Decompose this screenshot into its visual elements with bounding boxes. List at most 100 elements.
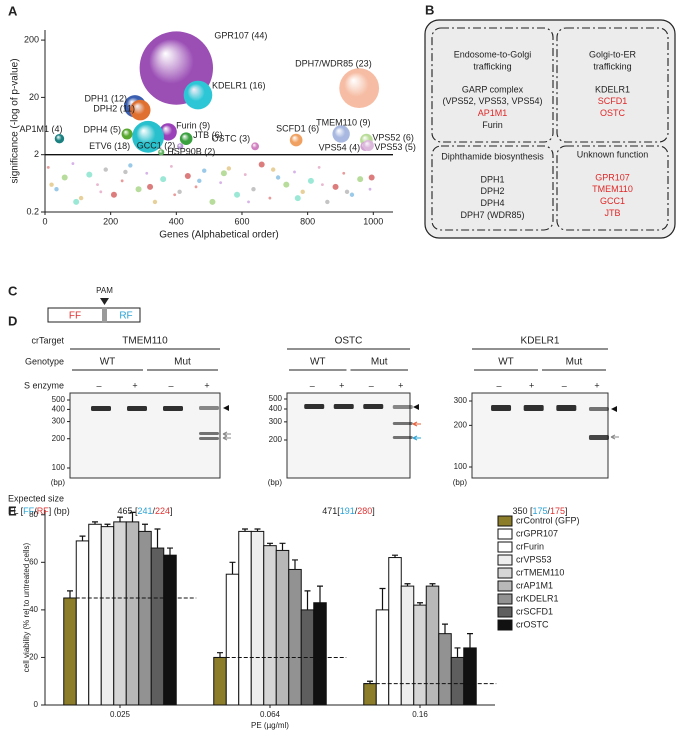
bar bbox=[288, 568, 302, 706]
target-label: OSTC bbox=[335, 336, 363, 347]
bar bbox=[238, 530, 252, 706]
gene-name: JTB bbox=[604, 208, 620, 218]
background-point bbox=[152, 199, 158, 205]
error-bar bbox=[392, 554, 398, 558]
size-part: / bbox=[355, 506, 358, 516]
bubble-label: VPS53 (5) bbox=[374, 142, 416, 152]
panel-label: A bbox=[8, 3, 18, 18]
construct-box bbox=[47, 307, 141, 323]
unit-label: (bp) bbox=[51, 478, 66, 487]
background-point bbox=[349, 192, 355, 197]
band-marker bbox=[611, 406, 617, 412]
cut-arrow bbox=[610, 434, 619, 440]
x-tick-label: 0.16 bbox=[412, 710, 428, 719]
error-bar bbox=[79, 535, 86, 541]
ladder-label: 400 bbox=[52, 405, 66, 414]
bar bbox=[138, 530, 152, 706]
background-point bbox=[110, 191, 117, 198]
legend-label: crControl (GFP) bbox=[516, 515, 580, 525]
gene-name: DPH7 (WDR85) bbox=[460, 210, 524, 220]
y-axis-label: significance (-log of p-value) bbox=[10, 58, 21, 183]
box-title: Diphthamide biosynthesis bbox=[441, 151, 544, 161]
size-part: ] (bp) bbox=[49, 506, 70, 516]
panel-b-frame bbox=[424, 19, 676, 239]
gene-name: SCFD1 bbox=[598, 96, 628, 106]
gene-name: GCC1 bbox=[600, 196, 625, 206]
bar bbox=[413, 604, 427, 706]
error-bar bbox=[467, 633, 473, 648]
gene-name: AP1M1 bbox=[478, 108, 508, 118]
y-tick-label: 20 bbox=[29, 92, 39, 102]
bubble bbox=[132, 120, 164, 153]
background-point bbox=[268, 196, 272, 200]
bar bbox=[163, 554, 177, 706]
enzyme-label: + bbox=[398, 380, 403, 390]
gene-name: Furin bbox=[482, 120, 503, 130]
legend-swatch bbox=[497, 515, 513, 527]
legend-label: crOSTC bbox=[516, 619, 549, 629]
gene-name: DPH4 bbox=[480, 198, 504, 208]
bar bbox=[100, 526, 115, 706]
size-text: FL [FF/RF] (bp) bbox=[8, 506, 70, 516]
size-part: FF bbox=[23, 506, 34, 516]
error-bar bbox=[454, 647, 461, 658]
x-tick-label: 200 bbox=[103, 216, 118, 226]
background-point bbox=[103, 167, 108, 172]
bubble bbox=[179, 132, 193, 146]
bubble-label: ETV6 (18) bbox=[89, 141, 130, 151]
error-bar bbox=[117, 516, 123, 522]
bubble-label: DPH7/WDR85 (23) bbox=[295, 59, 372, 69]
background-point bbox=[220, 170, 227, 177]
bar bbox=[275, 549, 290, 706]
x-axis-label: PE (µg/ml) bbox=[251, 721, 289, 730]
size-part: ] bbox=[372, 506, 375, 516]
y-axis-label: cell viability (% rel to untreated cells… bbox=[22, 542, 31, 672]
size-part: 280 bbox=[357, 506, 372, 516]
bar bbox=[113, 521, 127, 706]
background-point bbox=[209, 198, 216, 205]
legend-label: crGPR107 bbox=[516, 528, 558, 538]
category-box bbox=[556, 27, 669, 143]
gel-band bbox=[333, 404, 354, 409]
background-point bbox=[78, 195, 84, 201]
gene-name: TMEM110 bbox=[592, 184, 633, 194]
enzyme-label: – bbox=[497, 380, 502, 390]
y-tick-label: 200 bbox=[24, 34, 39, 44]
size-part: 175 bbox=[532, 506, 547, 516]
y-tick-label: 0 bbox=[34, 700, 39, 709]
error-bar bbox=[429, 583, 436, 587]
box-title: trafficking bbox=[473, 61, 511, 71]
x-axis-label: Genes (Alphabetical order) bbox=[159, 230, 279, 241]
legend-swatch bbox=[497, 567, 513, 579]
background-point bbox=[293, 170, 296, 174]
bubble bbox=[362, 139, 374, 151]
background-point bbox=[275, 175, 281, 180]
size-part: ] bbox=[565, 506, 568, 516]
error-bar bbox=[217, 652, 223, 658]
unit-label: (bp) bbox=[453, 478, 468, 487]
ladder-label: 400 bbox=[269, 404, 283, 413]
box-title: Golgi-to-ER bbox=[589, 49, 637, 59]
size-part: 241 bbox=[137, 506, 152, 516]
background-point bbox=[357, 176, 364, 183]
legend-label: crSCFD1 bbox=[516, 606, 553, 616]
error-bar bbox=[142, 523, 148, 532]
bar bbox=[250, 530, 265, 706]
pam-label: PAM bbox=[96, 286, 113, 295]
background-point bbox=[173, 193, 177, 197]
enzyme-label: + bbox=[594, 380, 599, 390]
background-point bbox=[145, 171, 149, 175]
gel-band bbox=[304, 404, 325, 409]
x-tick-label: 0 bbox=[42, 216, 47, 226]
background-point bbox=[317, 166, 321, 169]
gel-band bbox=[491, 405, 512, 411]
background-point bbox=[247, 200, 250, 204]
background-point bbox=[46, 166, 50, 169]
bar bbox=[88, 523, 102, 706]
size-part: RF bbox=[37, 506, 49, 516]
background-point bbox=[342, 171, 346, 175]
gene-name: GARP complex bbox=[462, 84, 524, 94]
legend-swatch bbox=[497, 580, 513, 592]
x-tick-label: 0.064 bbox=[260, 710, 281, 719]
background-point bbox=[73, 198, 80, 205]
